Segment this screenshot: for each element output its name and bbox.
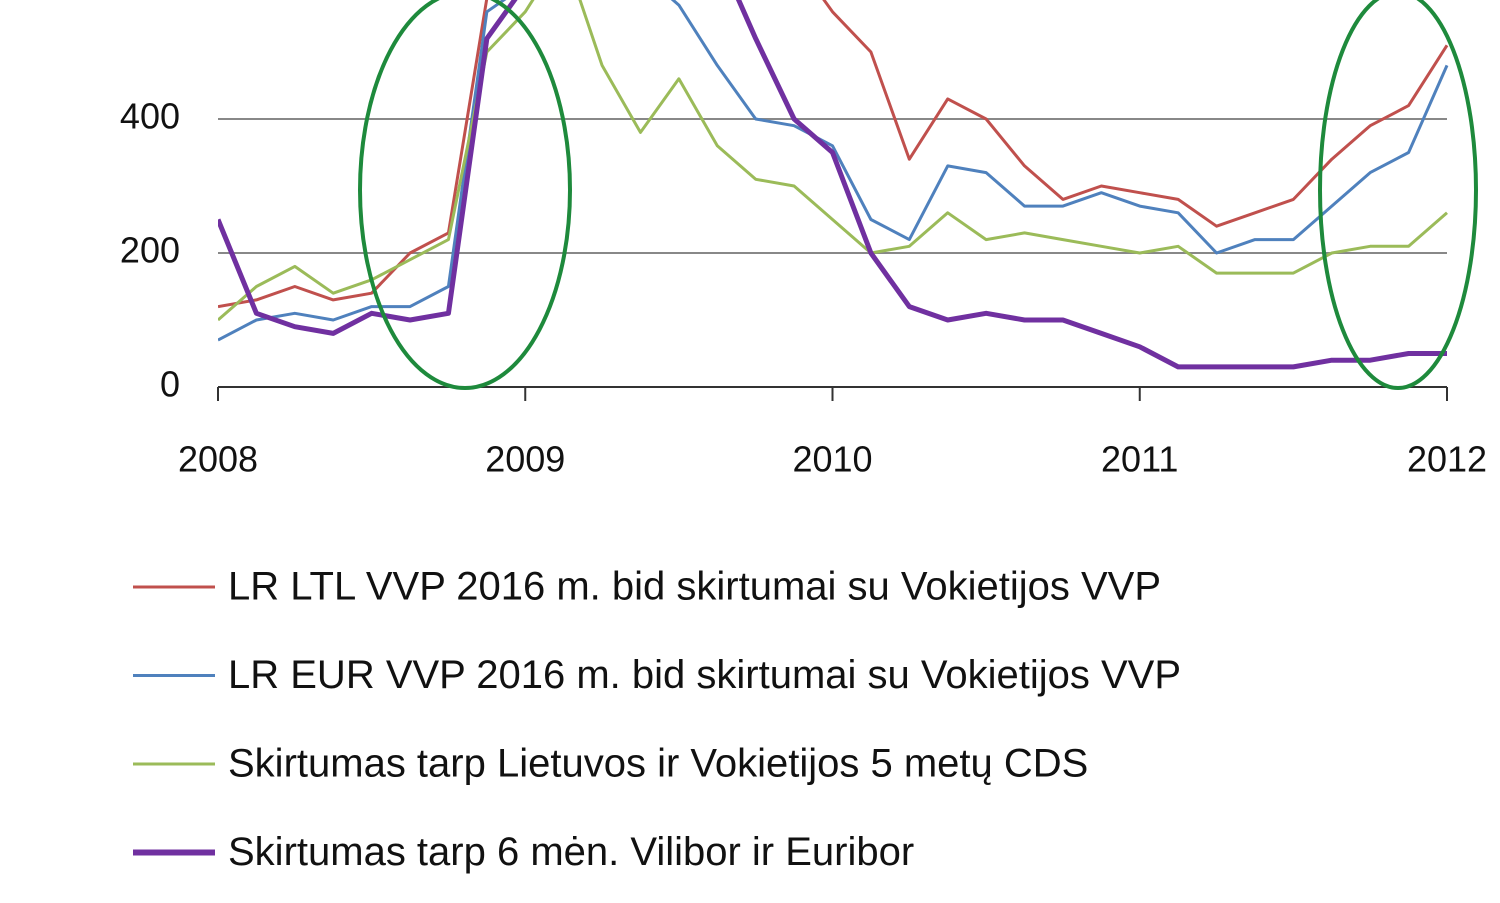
highlight-ellipse	[1318, 0, 1478, 390]
series-line	[218, 0, 1447, 370]
x-tick-label: 2010	[792, 439, 872, 480]
legend-label: Skirtumas tarp Lietuvos ir Vokietijos 5 …	[228, 742, 1088, 786]
series-line	[218, 0, 1449, 342]
y-tick-label: 400	[120, 96, 180, 137]
y-tick-label: 200	[120, 230, 180, 271]
series-line	[218, 0, 1448, 322]
y-tick-label: 0	[160, 364, 180, 405]
legend-label: Skirtumas tarp 6 mėn. Vilibor ir Euribor	[228, 830, 914, 874]
legend-label: LR LTL VVP 2016 m. bid skirtumai su Voki…	[228, 565, 1161, 609]
y-tick-label: 600	[120, 0, 180, 3]
x-tick-label: 2011	[1101, 439, 1178, 480]
legend-label: LR EUR VVP 2016 m. bid skirtumai su Voki…	[228, 653, 1181, 697]
x-tick-label: 2009	[485, 439, 565, 480]
series-line	[218, 0, 1449, 309]
x-tick-label: 2012	[1407, 439, 1487, 480]
highlight-ellipse	[358, 0, 572, 390]
x-tick-label: 2008	[178, 439, 258, 480]
